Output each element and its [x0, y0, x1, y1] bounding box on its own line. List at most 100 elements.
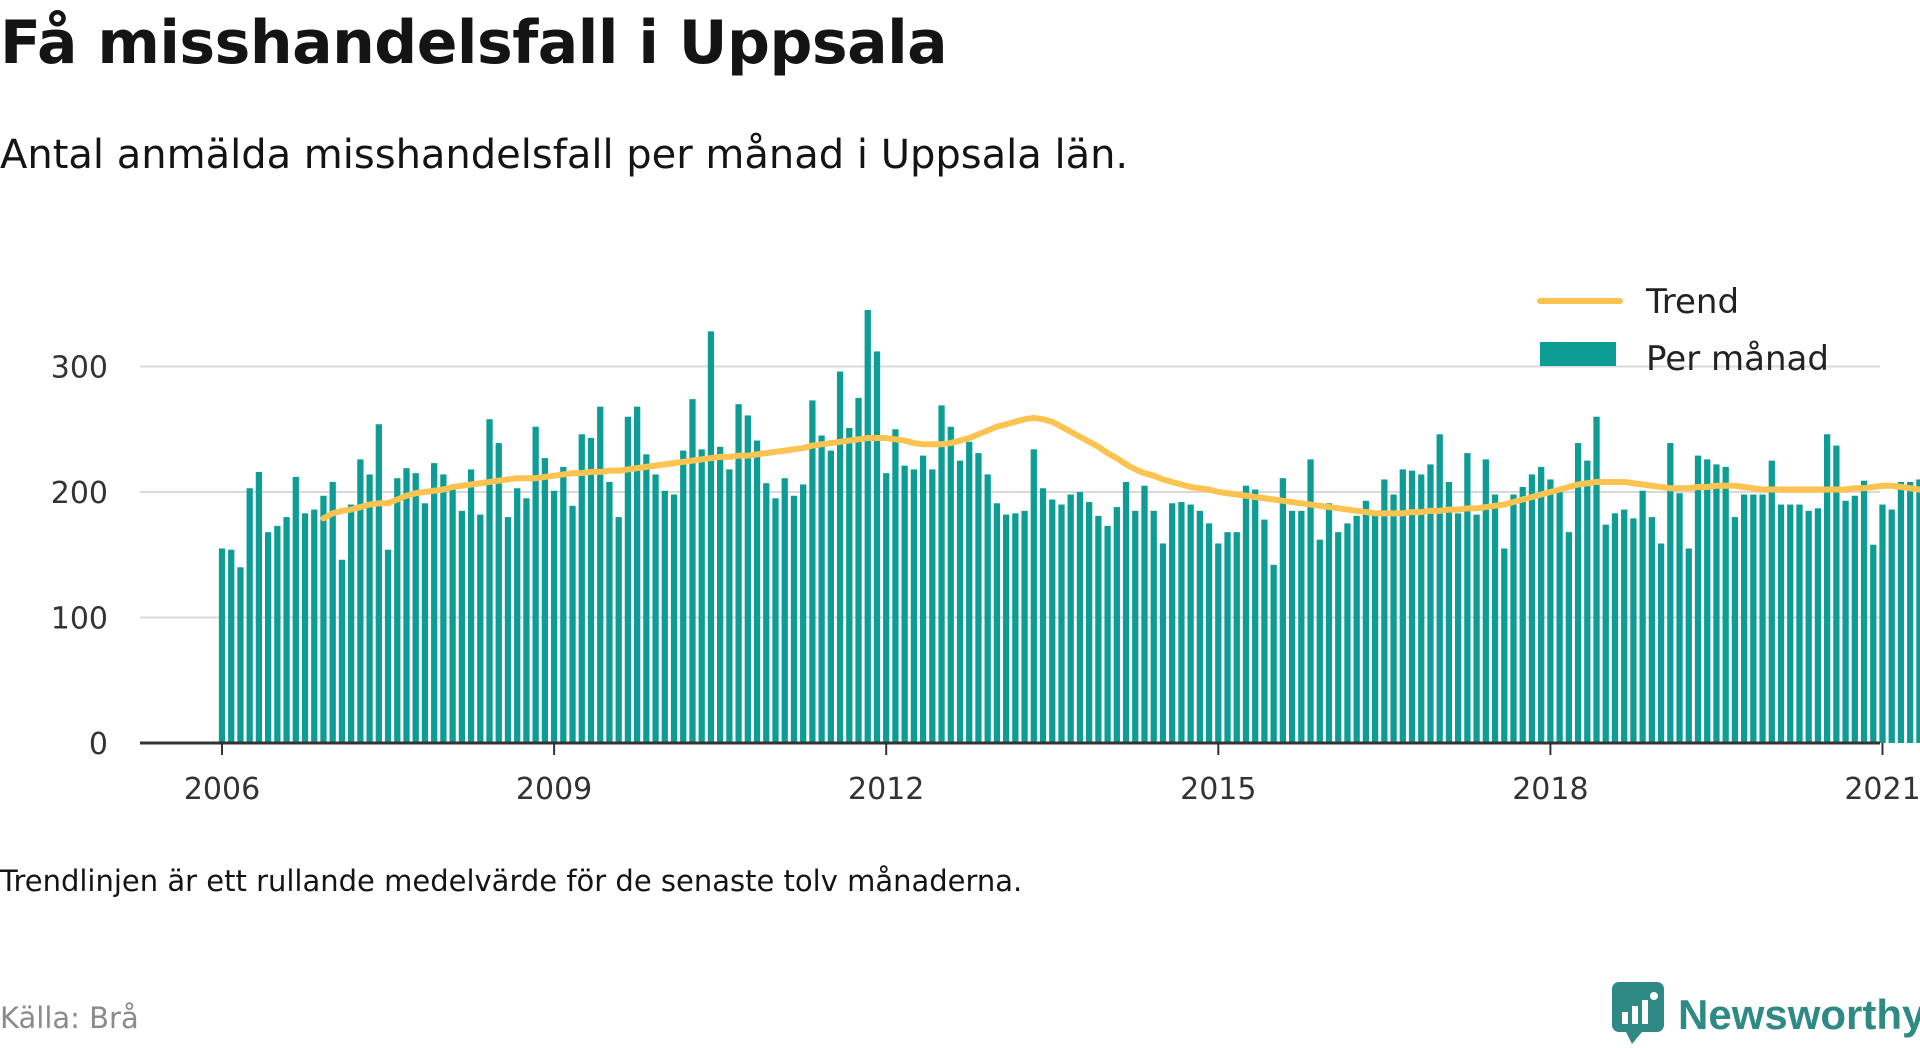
- bar: [1049, 499, 1056, 743]
- bar: [1833, 445, 1840, 743]
- bar: [1842, 500, 1849, 743]
- bar: [966, 441, 973, 743]
- bar: [218, 548, 226, 743]
- bar: [1860, 480, 1868, 743]
- bar: [1408, 470, 1416, 743]
- bar: [1491, 494, 1499, 743]
- bar: [993, 503, 1001, 743]
- bar: [1132, 510, 1139, 743]
- bar: [1086, 502, 1093, 743]
- bar: [1076, 492, 1084, 743]
- bar: [228, 549, 235, 743]
- bar: [1538, 466, 1545, 743]
- bar: [255, 471, 263, 743]
- bar: [597, 406, 604, 743]
- bar: [1464, 453, 1471, 743]
- bar: [643, 454, 650, 743]
- bar: [467, 469, 475, 743]
- bar: [606, 481, 613, 743]
- bar: [938, 405, 945, 743]
- bar: [1768, 460, 1775, 744]
- bar: [1279, 478, 1287, 743]
- bar: [1381, 479, 1388, 743]
- chart-title: Få misshandelsfall i Uppsala: [0, 8, 948, 78]
- bar: [1418, 474, 1425, 743]
- bar: [1390, 494, 1397, 743]
- bar: [1399, 469, 1406, 743]
- bar: [292, 476, 299, 743]
- bar: [403, 468, 410, 743]
- bar: [1371, 514, 1379, 743]
- bar: [1851, 495, 1858, 743]
- y-tick-label: 200: [51, 476, 108, 511]
- bar: [615, 517, 622, 743]
- bar: [809, 400, 816, 743]
- bar: [1215, 543, 1222, 743]
- bar: [311, 509, 318, 743]
- bar: [1888, 509, 1895, 743]
- bar: [1501, 548, 1508, 743]
- x-tick-label: 2006: [184, 772, 260, 807]
- bar: [1574, 443, 1582, 743]
- x-tick-label: 2012: [848, 772, 924, 807]
- bar: [818, 435, 825, 743]
- bar: [726, 469, 733, 743]
- bar: [1648, 517, 1656, 743]
- bar: [1510, 494, 1517, 743]
- trend-footnote: Trendlinjen är ett rullande medelvärde f…: [0, 864, 1023, 898]
- bar: [523, 498, 530, 743]
- bar: [1113, 507, 1120, 743]
- bar: [836, 371, 844, 743]
- bar: [763, 483, 770, 743]
- bar: [892, 429, 899, 743]
- bar: [855, 397, 862, 743]
- bar: [384, 549, 392, 743]
- bar: [1482, 459, 1489, 743]
- bar: [1445, 481, 1453, 743]
- newsworthy-logo[interactable]: Newsworthy: [1612, 982, 1920, 1048]
- bar: [246, 488, 253, 743]
- bar: [735, 404, 742, 743]
- bar: [1584, 460, 1591, 744]
- bar: [1740, 494, 1748, 743]
- bar: [274, 525, 281, 743]
- bar: [883, 473, 890, 743]
- bar: [1759, 494, 1766, 743]
- bar: [440, 474, 447, 743]
- bar: [1298, 510, 1305, 743]
- bar: [1270, 564, 1277, 743]
- bar: [1685, 548, 1692, 743]
- bar: [1731, 517, 1739, 743]
- bar: [486, 419, 493, 743]
- bar: [1122, 481, 1130, 743]
- bar: [1787, 504, 1794, 743]
- bar: [1897, 481, 1905, 743]
- bar: [1694, 455, 1702, 743]
- bar: [1353, 515, 1360, 743]
- bar: [1676, 493, 1683, 743]
- bar: [624, 416, 632, 743]
- chart-subtitle: Antal anmälda misshandelsfall per månad …: [0, 132, 1129, 178]
- bar: [477, 514, 484, 743]
- y-tick-label: 0: [89, 727, 108, 762]
- bar: [661, 490, 668, 743]
- x-tick-label: 2021: [1844, 772, 1920, 807]
- bar: [1630, 518, 1637, 743]
- bar: [790, 495, 798, 743]
- bar: [633, 406, 641, 743]
- bar: [1916, 479, 1920, 743]
- trend-line: [320, 414, 1920, 522]
- bar: [1907, 481, 1914, 743]
- bar: [1362, 500, 1370, 743]
- bar: [366, 474, 373, 743]
- bar: [1777, 504, 1785, 743]
- bar: [1879, 504, 1886, 743]
- legend: Trend Per månad: [1537, 282, 1829, 379]
- bar: [1455, 513, 1462, 743]
- legend-label-bars: Per månad: [1646, 339, 1829, 379]
- axes: 2006200920122015201820212023: [140, 741, 1920, 807]
- bar: [984, 474, 991, 743]
- bar: [1261, 519, 1268, 743]
- bar: [264, 532, 272, 743]
- bar: [1030, 449, 1037, 743]
